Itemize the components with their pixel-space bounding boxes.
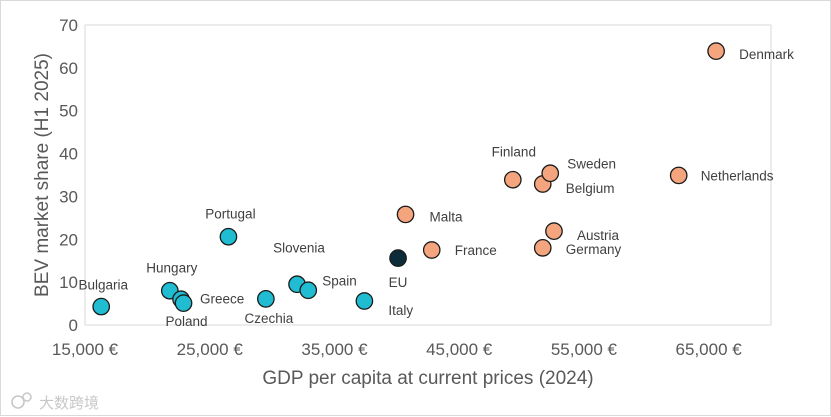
label-france: France — [455, 243, 497, 258]
label-poland: Poland — [166, 314, 208, 329]
point-germany — [533, 239, 552, 257]
x-tick-label: 35,000 € — [301, 340, 368, 359]
label-malta: Malta — [430, 209, 464, 224]
label-czechia: Czechia — [244, 311, 293, 326]
y-tick-label: 20 — [59, 230, 78, 249]
point-finland — [503, 170, 522, 189]
x-axis-ticks: 15,000 € 25,000 € 35,000 € 45,000 € 55,000 €… — [52, 340, 742, 359]
point-denmark — [707, 42, 725, 60]
point-france — [422, 241, 441, 259]
point-malta — [396, 205, 415, 224]
label-germany: Germany — [566, 242, 622, 257]
x-tick-label: 15,000 € — [52, 340, 119, 359]
y-tick-label: 10 — [59, 273, 78, 292]
point-netherlands — [669, 166, 688, 185]
data-points — [92, 42, 725, 316]
y-tick-label: 0 — [69, 316, 78, 335]
label-slovenia: Slovenia — [273, 240, 325, 255]
point-czechia — [257, 290, 275, 308]
label-italy: Italy — [388, 303, 413, 318]
label-spain: Spain — [322, 273, 357, 288]
watermark-text: 大数跨境 — [39, 394, 99, 412]
label-eu: EU — [389, 275, 408, 290]
point-bulgaria — [92, 297, 111, 316]
x-tick-label: 25,000 € — [177, 340, 244, 359]
label-denmark: Denmark — [739, 47, 794, 62]
label-greece: Greece — [200, 291, 244, 306]
y-axis-ticks: 0 10 20 30 40 50 60 70 — [59, 16, 78, 335]
y-tick-label: 70 — [59, 16, 78, 35]
label-hungary: Hungary — [146, 261, 197, 276]
point-eu — [389, 249, 407, 267]
point-austria — [545, 222, 563, 240]
label-bulgaria: Bulgaria — [78, 278, 128, 293]
plot-area — [84, 24, 772, 326]
x-axis-title: GDP per capita at current prices (2024) — [262, 368, 593, 389]
label-portugal: Portugal — [205, 207, 255, 222]
label-netherlands: Netherlands — [701, 168, 774, 183]
label-belgium: Belgium — [566, 181, 615, 196]
point-poland — [174, 294, 193, 312]
point-italy — [355, 292, 374, 310]
point-spain — [299, 281, 318, 300]
label-finland: Finland — [492, 145, 536, 160]
y-tick-label: 60 — [59, 59, 78, 78]
y-tick-label: 30 — [59, 187, 78, 206]
watermark: 大数跨境 — [11, 392, 99, 412]
x-tick-label: 55,000 € — [551, 340, 618, 359]
y-axis-title: BEV market share (H1 2025) — [32, 53, 53, 297]
watermark-logo-icon — [11, 392, 32, 409]
label-austria: Austria — [577, 228, 620, 243]
x-tick-label: 45,000 € — [426, 340, 493, 359]
point-portugal — [219, 227, 238, 246]
point-sweden — [541, 164, 560, 183]
x-tick-label: 65,000 € — [676, 340, 743, 359]
y-tick-label: 40 — [59, 145, 78, 164]
y-tick-label: 50 — [59, 102, 78, 121]
label-sweden: Sweden — [567, 156, 616, 171]
